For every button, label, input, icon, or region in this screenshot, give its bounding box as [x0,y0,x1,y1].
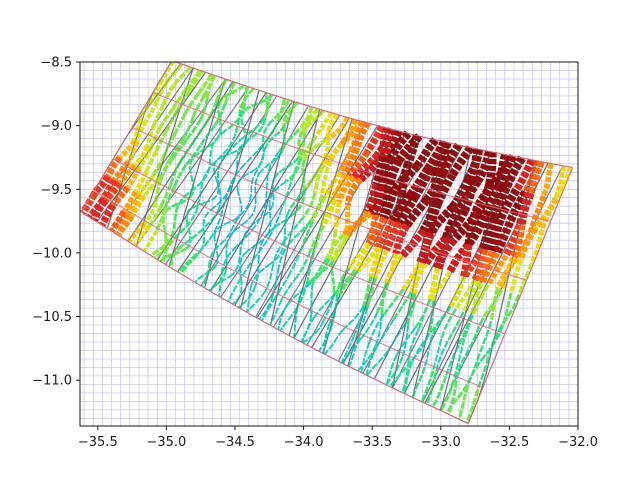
y-tick-label: −9.5 [40,183,72,198]
x-tick-label: −33.5 [352,435,392,450]
x-tick-label: −35.5 [78,435,118,450]
x-tick-label: −35.0 [146,435,186,450]
track-lines [80,62,574,424]
y-tick-label: −11.0 [32,374,72,389]
y-tick-label: −10.5 [32,310,72,325]
x-tick-label: −34.0 [284,435,324,450]
y-tick-label: −8.5 [40,56,72,71]
x-axis-ticks: −35.5 −35.0 −34.5 −34.0 −33.5 −33.0 −32.5 −32.0 [78,426,598,450]
x-tick-label: −32.0 [558,435,598,450]
x-tick-label: −33.0 [421,435,461,450]
axes-spines [79,61,579,427]
swath-outline [80,62,574,424]
mesh-overlay-lines [80,62,549,424]
y-tick-label: −9.0 [40,119,72,134]
y-axis-ticks: −8.5 −9.0 −9.5 −10.0 −10.5 −11.0 [32,56,80,389]
x-tick-label: −32.5 [489,435,529,450]
y-tick-label: −10.0 [32,246,72,261]
x-tick-label: −34.5 [215,435,255,450]
